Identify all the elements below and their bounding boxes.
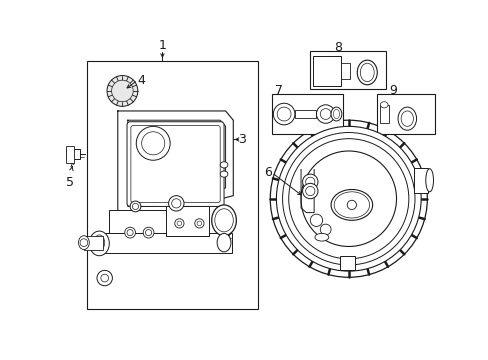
- Circle shape: [80, 239, 87, 247]
- Circle shape: [145, 230, 151, 236]
- Circle shape: [142, 132, 164, 155]
- Ellipse shape: [89, 231, 109, 256]
- Bar: [66, 145, 74, 163]
- Ellipse shape: [220, 162, 227, 168]
- Circle shape: [111, 80, 133, 102]
- Ellipse shape: [333, 109, 339, 119]
- Circle shape: [107, 76, 138, 106]
- Ellipse shape: [400, 111, 413, 126]
- Bar: [166, 206, 208, 236]
- Ellipse shape: [214, 209, 233, 232]
- Ellipse shape: [94, 235, 104, 250]
- Circle shape: [302, 174, 317, 189]
- Circle shape: [288, 139, 408, 259]
- Circle shape: [310, 214, 322, 226]
- Bar: [413, 168, 427, 193]
- Circle shape: [194, 219, 203, 228]
- Bar: [66, 149, 80, 159]
- Text: 8: 8: [333, 41, 341, 54]
- Ellipse shape: [330, 189, 372, 220]
- Bar: [339, 256, 354, 270]
- Bar: [84, 236, 103, 249]
- Ellipse shape: [217, 233, 230, 252]
- Text: 7: 7: [275, 84, 283, 97]
- Ellipse shape: [333, 192, 369, 218]
- Bar: [313, 55, 341, 86]
- Circle shape: [177, 221, 182, 226]
- Circle shape: [132, 203, 138, 210]
- Ellipse shape: [360, 63, 373, 82]
- Ellipse shape: [357, 60, 377, 85]
- Bar: [271, 94, 342, 134]
- Circle shape: [171, 199, 181, 208]
- Circle shape: [101, 274, 108, 282]
- Text: 5: 5: [66, 176, 74, 189]
- FancyBboxPatch shape: [127, 122, 224, 206]
- Circle shape: [320, 224, 330, 235]
- Circle shape: [143, 227, 154, 238]
- Circle shape: [276, 126, 420, 271]
- Circle shape: [273, 103, 294, 125]
- Bar: [379, 105, 388, 123]
- Ellipse shape: [425, 169, 432, 192]
- Circle shape: [197, 221, 202, 226]
- Bar: [376, 94, 434, 134]
- Circle shape: [127, 230, 133, 236]
- Circle shape: [168, 196, 183, 211]
- Ellipse shape: [397, 107, 416, 130]
- Bar: [294, 110, 316, 118]
- Circle shape: [305, 177, 314, 186]
- Ellipse shape: [79, 236, 89, 249]
- Circle shape: [124, 227, 135, 238]
- Ellipse shape: [380, 102, 387, 108]
- Circle shape: [174, 219, 183, 228]
- Bar: [99, 233, 231, 253]
- Ellipse shape: [220, 171, 227, 177]
- Bar: [341, 63, 349, 78]
- Bar: [87, 61, 257, 309]
- Text: 4: 4: [138, 74, 145, 87]
- Circle shape: [282, 132, 414, 265]
- Ellipse shape: [314, 233, 328, 241]
- Circle shape: [346, 200, 356, 210]
- Ellipse shape: [330, 107, 341, 121]
- Bar: [310, 51, 385, 89]
- Circle shape: [277, 107, 290, 121]
- Bar: [108, 210, 174, 233]
- Ellipse shape: [211, 205, 236, 236]
- Text: 9: 9: [389, 84, 397, 97]
- Text: 1: 1: [158, 40, 166, 53]
- Text: 6: 6: [264, 166, 271, 179]
- Circle shape: [301, 151, 396, 247]
- Circle shape: [320, 109, 330, 120]
- Circle shape: [316, 105, 334, 123]
- Circle shape: [136, 126, 170, 160]
- Text: 2: 2: [224, 229, 231, 242]
- Circle shape: [97, 270, 112, 286]
- Circle shape: [130, 201, 141, 212]
- Text: 3: 3: [238, 133, 245, 146]
- Circle shape: [305, 186, 314, 195]
- FancyBboxPatch shape: [131, 126, 220, 203]
- Circle shape: [270, 120, 427, 277]
- Circle shape: [302, 183, 317, 199]
